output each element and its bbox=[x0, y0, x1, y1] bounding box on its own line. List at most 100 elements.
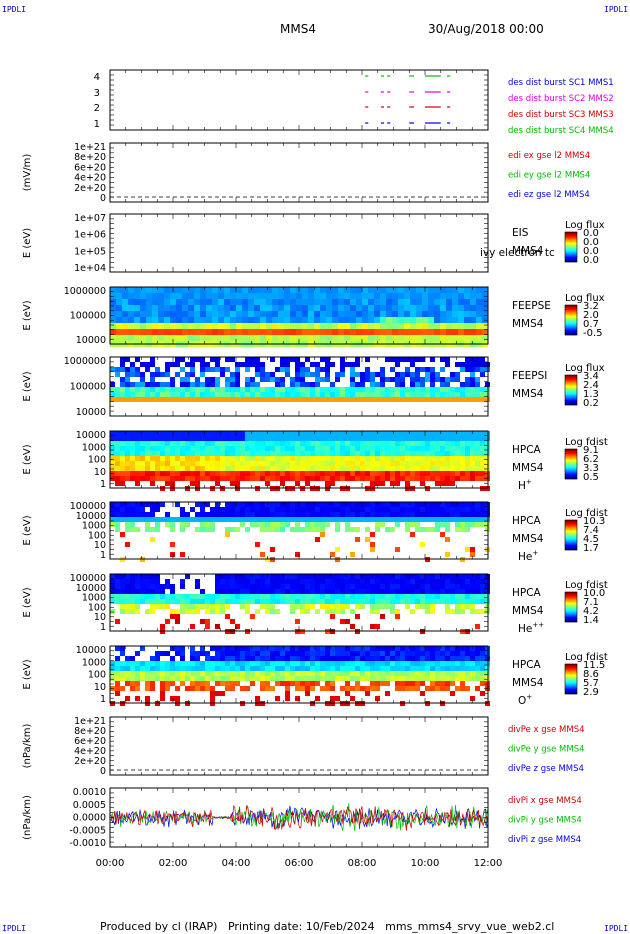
heat-cell bbox=[225, 594, 230, 599]
heat-cell bbox=[160, 397, 165, 402]
heat-cell bbox=[410, 661, 415, 666]
heat-cell bbox=[446, 293, 452, 299]
heat-cell bbox=[295, 471, 300, 476]
heat-cell bbox=[335, 671, 340, 676]
heat-cell bbox=[255, 651, 260, 656]
heat-cell bbox=[330, 666, 335, 671]
heat-cell bbox=[325, 471, 330, 476]
heat-cell bbox=[210, 512, 215, 517]
heat-cell bbox=[180, 594, 185, 599]
heat-cell bbox=[116, 329, 122, 335]
heat-cell bbox=[140, 584, 145, 589]
heat-cell bbox=[380, 382, 385, 387]
colorbar-swatch bbox=[565, 395, 577, 397]
heat-cell bbox=[360, 599, 365, 604]
heat-cell bbox=[480, 609, 485, 614]
heat-cell bbox=[160, 594, 165, 599]
heat-cell bbox=[245, 609, 250, 614]
heat-cell bbox=[120, 466, 125, 471]
heat-cell bbox=[225, 471, 230, 476]
heat-cell bbox=[170, 451, 175, 456]
heat-cell bbox=[470, 547, 475, 552]
heat-cell bbox=[310, 527, 315, 532]
ytick-label: 100 bbox=[88, 455, 106, 466]
heat-cell bbox=[325, 397, 330, 402]
heat-cell bbox=[320, 574, 325, 579]
colorbar-swatch bbox=[565, 537, 577, 539]
colorbar-swatch bbox=[565, 681, 577, 683]
heat-cell bbox=[455, 507, 460, 512]
heat-cell bbox=[235, 681, 240, 686]
heat-cell bbox=[255, 671, 260, 676]
heat-cell bbox=[200, 362, 205, 367]
heat-cell bbox=[275, 584, 280, 589]
heat-cell bbox=[254, 299, 260, 305]
heat-cell bbox=[265, 579, 270, 584]
heat-cell bbox=[480, 676, 485, 681]
heat-cell bbox=[225, 382, 230, 387]
heat-cell bbox=[185, 451, 190, 456]
heat-cell bbox=[150, 362, 155, 367]
heat-cell bbox=[220, 456, 225, 461]
heat-cell bbox=[155, 367, 160, 372]
heat-cell bbox=[320, 676, 325, 681]
heat-cell bbox=[240, 387, 245, 392]
heat-cell bbox=[145, 574, 150, 579]
heat-cell bbox=[360, 671, 365, 676]
heat-cell bbox=[236, 323, 242, 329]
heat-cell bbox=[434, 311, 440, 317]
heat-cell bbox=[275, 431, 280, 436]
heat-cell bbox=[445, 481, 450, 486]
heat-cell bbox=[368, 335, 374, 341]
heat-cell bbox=[370, 542, 375, 547]
heat-cell bbox=[365, 466, 370, 471]
colorbar-swatch bbox=[565, 605, 577, 607]
heat-cell bbox=[440, 392, 445, 397]
heat-cell bbox=[275, 671, 280, 676]
heat-cell bbox=[230, 661, 235, 666]
heat-cell bbox=[205, 502, 210, 507]
heat-cell bbox=[460, 461, 465, 466]
heat-cell bbox=[125, 584, 130, 589]
heat-cell bbox=[130, 527, 135, 532]
heat-cell bbox=[125, 377, 130, 382]
heat-cell bbox=[430, 661, 435, 666]
heat-cell bbox=[230, 441, 235, 446]
heat-cell bbox=[320, 661, 325, 666]
heat-cell bbox=[260, 446, 265, 451]
heat-cell bbox=[220, 387, 225, 392]
heat-cell bbox=[230, 676, 235, 681]
heat-cell bbox=[125, 696, 130, 701]
heat-cell bbox=[362, 317, 368, 323]
colorbar-swatch bbox=[565, 592, 577, 594]
heat-cell bbox=[482, 293, 488, 299]
heat-cell bbox=[445, 574, 450, 579]
heat-cell bbox=[175, 594, 180, 599]
heat-cell bbox=[430, 456, 435, 461]
heat-cell bbox=[330, 436, 335, 441]
colorbar-swatch bbox=[565, 391, 577, 393]
heat-cell bbox=[120, 367, 125, 372]
heat-cell bbox=[240, 507, 245, 512]
heat-cell bbox=[280, 681, 285, 686]
xtick-label: 06:00 bbox=[285, 858, 314, 869]
heat-cell bbox=[135, 584, 140, 589]
heat-cell bbox=[415, 676, 420, 681]
heat-cell bbox=[248, 287, 254, 293]
heat-cell bbox=[150, 609, 155, 614]
heat-cell bbox=[350, 387, 355, 392]
heat-cell bbox=[195, 471, 200, 476]
colorbar-swatch bbox=[565, 255, 577, 257]
heat-cell bbox=[170, 542, 175, 547]
heat-cell bbox=[285, 696, 290, 701]
heat-cell bbox=[225, 377, 230, 382]
heat-cell bbox=[190, 481, 195, 486]
heat-cell bbox=[360, 461, 365, 466]
y-axis-label: E (eV) bbox=[22, 659, 33, 689]
heat-cell bbox=[266, 311, 272, 317]
heat-cell bbox=[230, 589, 235, 594]
heat-cell bbox=[235, 502, 240, 507]
heat-cell bbox=[360, 584, 365, 589]
heat-cell bbox=[315, 476, 320, 481]
heat-cell bbox=[245, 397, 250, 402]
